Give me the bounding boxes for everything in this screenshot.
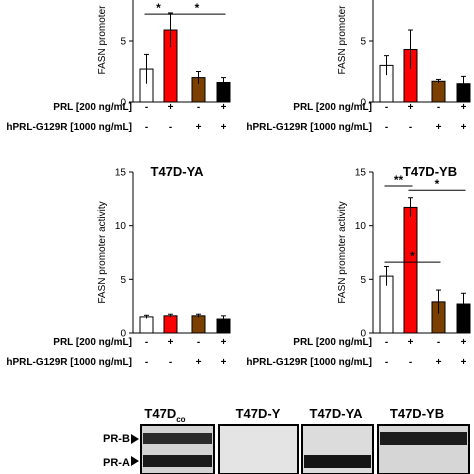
treatment-row-label: PRL [200 ng/mL] bbox=[53, 102, 132, 113]
treatment-row-label: hPRL-G129R [1000 ng/mL] bbox=[6, 122, 132, 133]
bar bbox=[139, 316, 154, 334]
blot-header-4: T47D-YB bbox=[390, 406, 444, 421]
chart-title: T47D-YA bbox=[151, 164, 205, 179]
blot-header-1: T47Dco bbox=[144, 406, 185, 424]
treatment-sign: + bbox=[221, 102, 227, 113]
treatment-row-label: hPRL-G129R [1000 ng/mL] bbox=[6, 357, 132, 368]
blot-band-pr-a-1 bbox=[143, 455, 212, 467]
y-tick-label: 5 bbox=[360, 37, 366, 48]
treatment-sign: - bbox=[145, 357, 148, 368]
significance-label: ** bbox=[394, 173, 404, 187]
treatment-row-label: hPRL-G129R [1000 ng/mL] bbox=[246, 122, 372, 133]
chart-panel-2: 5 0 FASN promoter PRL [200 ng/mL] - + - + hPRL-G… bbox=[246, 0, 471, 133]
y-axis-label: FASN promoter bbox=[337, 5, 348, 75]
treatment-sign: + bbox=[168, 102, 174, 113]
bar bbox=[403, 206, 418, 334]
treatment-sign: + bbox=[196, 357, 202, 368]
treatment-sign: + bbox=[221, 122, 227, 133]
significance-label: * bbox=[195, 1, 200, 15]
treatment-sign: + bbox=[168, 337, 174, 348]
blot-band-pr-b-4 bbox=[380, 432, 467, 445]
y-tick-label: 5 bbox=[360, 275, 366, 286]
treatment-sign: - bbox=[197, 337, 200, 348]
chart-title: T47D-YB bbox=[403, 164, 457, 179]
y-tick-label: 0 bbox=[360, 98, 366, 109]
treatment-sign: + bbox=[436, 122, 442, 133]
treatment-sign: + bbox=[461, 337, 467, 348]
blot-header-2: T47D-Y bbox=[236, 406, 281, 421]
blot-header-3: T47D-YA bbox=[310, 406, 364, 421]
y-tick-label: 0 bbox=[120, 329, 126, 340]
blot-label-pr-b: PR-B bbox=[103, 433, 130, 445]
treatment-sign: - bbox=[385, 357, 388, 368]
treatment-sign: - bbox=[409, 122, 412, 133]
treatment-sign: - bbox=[169, 357, 172, 368]
western-blot: T47Dco T47D-Y T47D-YA T47D-YB PR-B PR-A bbox=[103, 406, 470, 474]
bar bbox=[431, 80, 446, 103]
y-tick-label: 10 bbox=[355, 221, 367, 232]
blot-label-pr-a: PR-A bbox=[103, 457, 130, 469]
treatment-sign: + bbox=[408, 102, 414, 113]
treatment-row-label: PRL [200 ng/mL] bbox=[293, 337, 372, 348]
y-tick-label: 15 bbox=[115, 168, 127, 179]
treatment-sign: - bbox=[385, 337, 388, 348]
significance-label: * bbox=[156, 1, 161, 15]
y-tick-label: 15 bbox=[355, 168, 367, 179]
treatment-row-label: hPRL-G129R [1000 ng/mL] bbox=[246, 357, 372, 368]
blot-band-pr-b-1 bbox=[143, 433, 212, 444]
chart-panel-1: 5 0 FASN promoter * * PRL [200 ng/mL] - + - + hPRL… bbox=[6, 0, 231, 133]
treatment-sign: - bbox=[197, 102, 200, 113]
treatment-sign: + bbox=[221, 337, 227, 348]
treatment-sign: + bbox=[461, 122, 467, 133]
treatment-sign: - bbox=[145, 337, 148, 348]
significance-label: * bbox=[435, 177, 440, 191]
chart-panel-3: 15 10 5 0 FASN promoter activity T47D-YA PRL [… bbox=[6, 164, 231, 368]
treatment-sign: + bbox=[461, 102, 467, 113]
treatment-sign: + bbox=[461, 357, 467, 368]
treatment-sign: - bbox=[169, 122, 172, 133]
y-tick-label: 5 bbox=[120, 275, 126, 286]
significance-label: * bbox=[410, 249, 415, 263]
treatment-row-label: PRL [200 ng/mL] bbox=[293, 102, 372, 113]
treatment-row-label: PRL [200 ng/mL] bbox=[53, 337, 132, 348]
y-axis-label: FASN promoter activity bbox=[337, 201, 348, 303]
treatment-sign: - bbox=[437, 102, 440, 113]
treatment-sign: - bbox=[145, 122, 148, 133]
y-tick-label: 10 bbox=[115, 221, 127, 232]
treatment-sign: - bbox=[409, 357, 412, 368]
treatment-sign: + bbox=[408, 337, 414, 348]
pr-a-arrow-icon bbox=[131, 456, 139, 466]
bar bbox=[163, 315, 178, 334]
y-tick-label: 0 bbox=[120, 98, 126, 109]
bar bbox=[191, 315, 206, 334]
blot-lane-panel-2 bbox=[218, 424, 299, 474]
y-axis-label: FASN promoter bbox=[97, 5, 108, 75]
pr-b-arrow-icon bbox=[131, 434, 139, 444]
treatment-sign: - bbox=[145, 102, 148, 113]
y-tick-label: 0 bbox=[360, 329, 366, 340]
treatment-sign: + bbox=[436, 357, 442, 368]
treatment-sign: + bbox=[196, 122, 202, 133]
treatment-sign: + bbox=[221, 357, 227, 368]
treatment-sign: - bbox=[385, 122, 388, 133]
treatment-sign: - bbox=[385, 102, 388, 113]
treatment-sign: - bbox=[437, 337, 440, 348]
blot-band-pr-a-3 bbox=[304, 455, 371, 468]
y-axis-label: FASN promoter activity bbox=[97, 201, 108, 303]
y-tick-label: 5 bbox=[120, 37, 126, 48]
